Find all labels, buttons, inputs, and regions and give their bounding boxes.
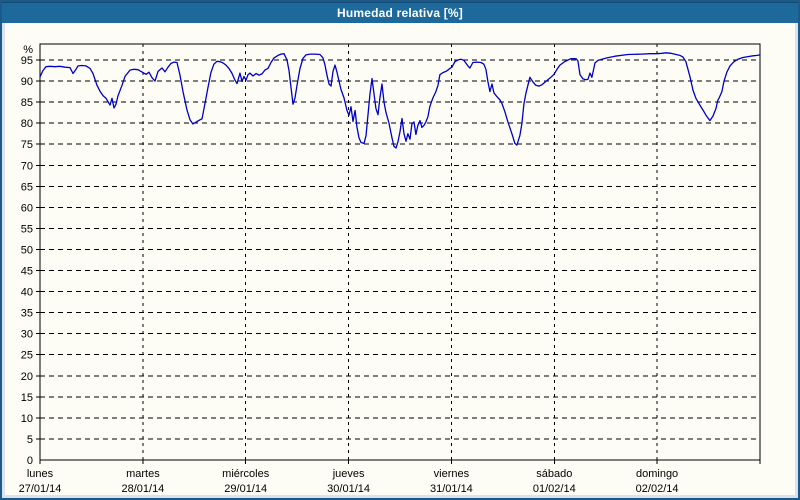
y-tick-label: 20 <box>21 371 33 383</box>
x-day-label: lunes <box>27 468 54 480</box>
x-day-label: martes <box>126 468 160 480</box>
x-axis-labels: lunes 27/01/14 martes 28/01/14 miércoles 29/0… <box>19 468 679 495</box>
y-tick-label: 95 <box>21 55 33 67</box>
humidity-line <box>39 52 761 149</box>
plot-frame <box>39 43 761 461</box>
x-date-label: 30/01/14 <box>327 483 370 495</box>
y-tick-label: 80 <box>21 118 33 130</box>
x-day-label: jueves <box>332 468 365 480</box>
y-tick-label: 70 <box>21 160 33 172</box>
y-tick-label: 85 <box>21 97 33 109</box>
x-day-label: viernes <box>434 468 470 480</box>
y-tick-label: 75 <box>21 139 33 151</box>
y-tick-label: 50 <box>21 245 33 257</box>
y-axis-labels: 0 5 10 15 20 25 30 35 40 45 50 55 60 65 70 75 80 85 90 95% <box>21 44 33 467</box>
x-day-label: sábado <box>536 468 572 480</box>
y-tick-label: 0 <box>27 455 33 467</box>
y-tick-label: 10 <box>21 413 33 425</box>
y-tick-label: 35 <box>21 308 33 320</box>
x-date-label: 29/01/14 <box>224 483 267 495</box>
x-date-label: 28/01/14 <box>121 483 164 495</box>
y-tick-label: 25 <box>21 350 33 362</box>
y-tick-label: 60 <box>21 202 33 214</box>
y-tick-label: 40 <box>21 287 33 299</box>
x-date-label: 02/02/14 <box>636 483 679 495</box>
y-tick-label: 55 <box>21 223 33 235</box>
x-date-label: 31/01/14 <box>430 483 473 495</box>
y-tick-label: 30 <box>21 329 33 341</box>
window-title: Humedad relativa [%] <box>336 6 464 20</box>
y-tick-label: 5 <box>27 434 33 446</box>
x-day-label: domingo <box>636 468 678 480</box>
x-day-label: miércoles <box>222 468 270 480</box>
x-date-label: 01/02/14 <box>533 483 576 495</box>
y-tick-label: 65 <box>21 181 33 193</box>
y-tick-label: 90 <box>21 76 33 88</box>
chart-panel <box>5 22 795 495</box>
x-date-label: 27/01/14 <box>19 483 62 495</box>
axes <box>36 43 761 464</box>
y-axis-unit-label: % <box>23 44 33 56</box>
gridlines <box>40 44 760 460</box>
y-tick-label: 15 <box>21 392 33 404</box>
y-tick-label: 45 <box>21 266 33 278</box>
title-bar: Humedad relativa [%] <box>2 2 798 23</box>
